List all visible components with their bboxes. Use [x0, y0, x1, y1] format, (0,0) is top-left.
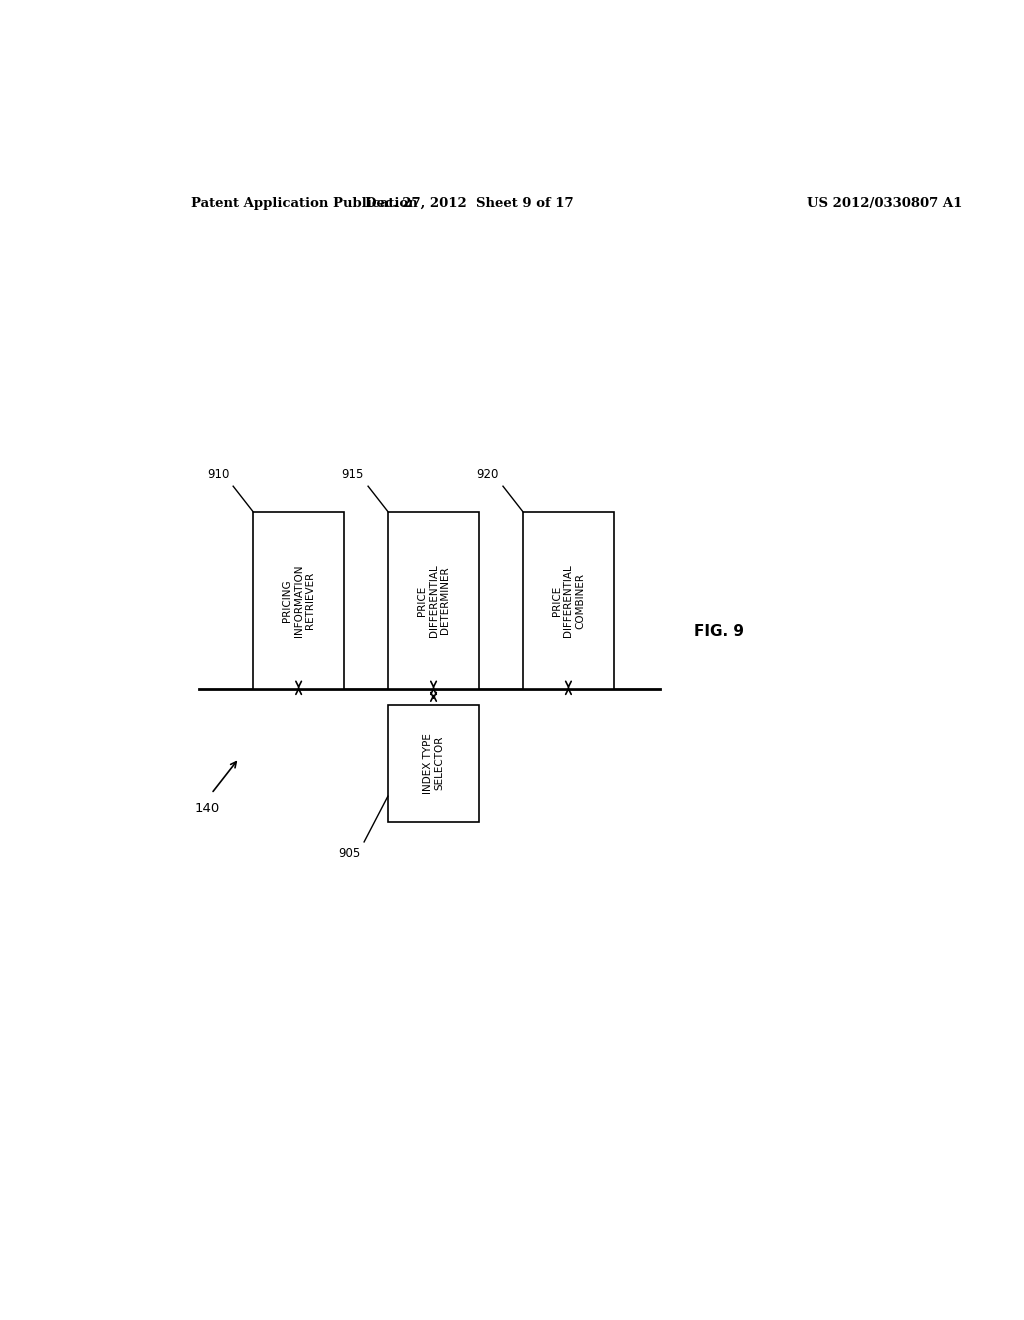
Text: 915: 915 — [342, 469, 365, 480]
Text: Patent Application Publication: Patent Application Publication — [191, 197, 418, 210]
Text: FIG. 9: FIG. 9 — [694, 623, 744, 639]
Bar — [388, 705, 479, 821]
Text: PRICE
DIFFERENTIAL
DETERMINER: PRICE DIFFERENTIAL DETERMINER — [417, 564, 451, 638]
Text: 905: 905 — [338, 847, 360, 861]
Text: Dec. 27, 2012  Sheet 9 of 17: Dec. 27, 2012 Sheet 9 of 17 — [365, 197, 573, 210]
Text: 920: 920 — [476, 469, 499, 480]
Text: US 2012/0330807 A1: US 2012/0330807 A1 — [807, 197, 962, 210]
Text: INDEX TYPE
SELECTOR: INDEX TYPE SELECTOR — [423, 733, 444, 793]
Bar — [388, 512, 479, 689]
Bar — [523, 512, 614, 689]
Bar — [253, 512, 344, 689]
Text: PRICE
DIFFERENTIAL
COMBINER: PRICE DIFFERENTIAL COMBINER — [552, 564, 585, 638]
Text: PRICING
INFORMATION
RETRIEVER: PRICING INFORMATION RETRIEVER — [282, 564, 315, 636]
Text: 910: 910 — [207, 469, 229, 480]
Text: 140: 140 — [195, 801, 220, 814]
